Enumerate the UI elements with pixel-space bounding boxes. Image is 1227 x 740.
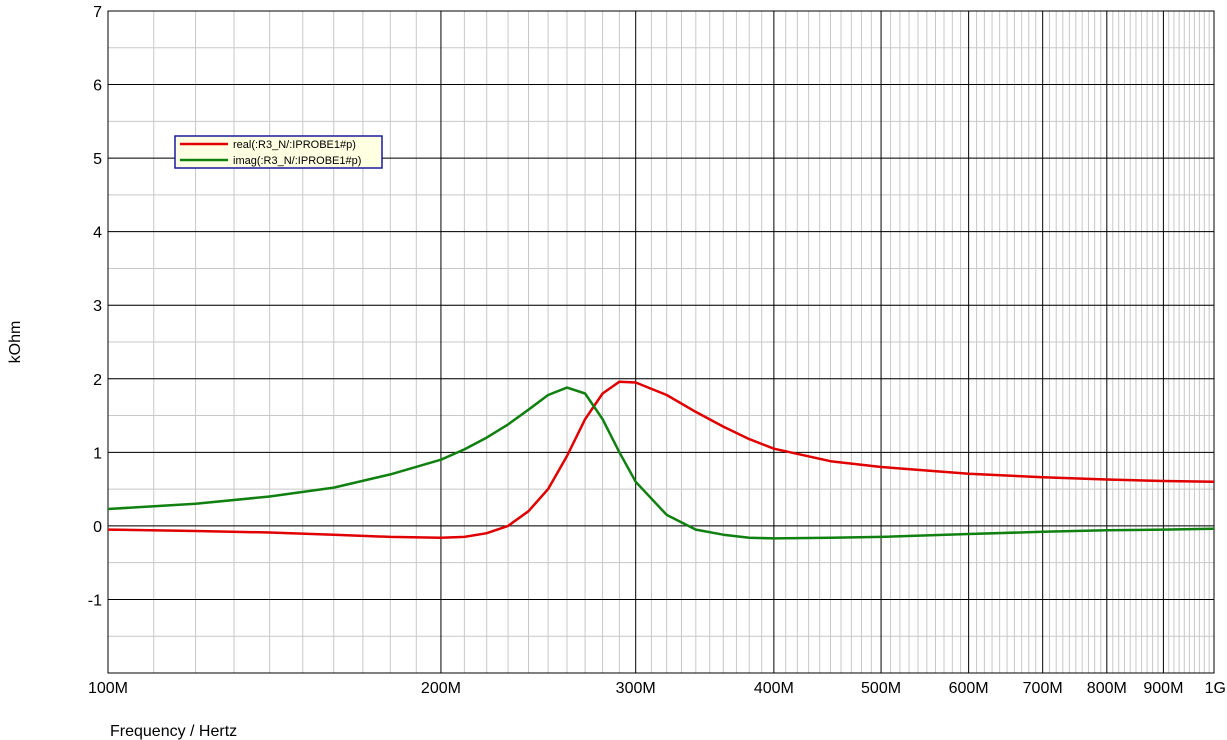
legend-label: imag(:R3_N/:IPROBE1#p) [233,155,361,167]
legend-box [174,135,383,169]
x-tick-label: 800M [1087,680,1127,697]
y-tick-label: 6 [93,78,102,95]
y-axis-label: kOhm [7,321,24,364]
x-tick-label: 500M [861,680,901,697]
x-tick-label: 100M [88,680,128,697]
line [107,380,1215,539]
y-tick-label: 5 [93,151,102,168]
x-tick-label: 200M [421,680,461,697]
plot-frame [107,10,1215,674]
x-tick-label: 400M [754,680,794,697]
y-tick-label: 3 [93,298,102,315]
y-tick-label: 0 [93,519,102,536]
x-tick-label: 1G [1205,680,1226,697]
legend-label: real(:R3_N/:IPROBE1#p) [233,139,356,151]
x-tick-label: 700M [1023,680,1063,697]
y-tick-label: 2 [93,372,102,389]
y-tick-label: 1 [93,445,102,462]
x-axis-label: Frequency / Hertz [110,723,237,740]
y-tick-label: 4 [93,225,102,242]
x-tick-label: 300M [616,680,656,697]
line [107,386,1215,540]
x-tick-label: 600M [949,680,989,697]
y-tick-label: -1 [88,592,102,609]
y-tick-label: 7 [93,4,102,21]
legend: real(:R3_N/:IPROBE1#p) imag(:R3_N/:IPROBE… [174,135,383,169]
x-tick-label: 900M [1143,680,1183,697]
